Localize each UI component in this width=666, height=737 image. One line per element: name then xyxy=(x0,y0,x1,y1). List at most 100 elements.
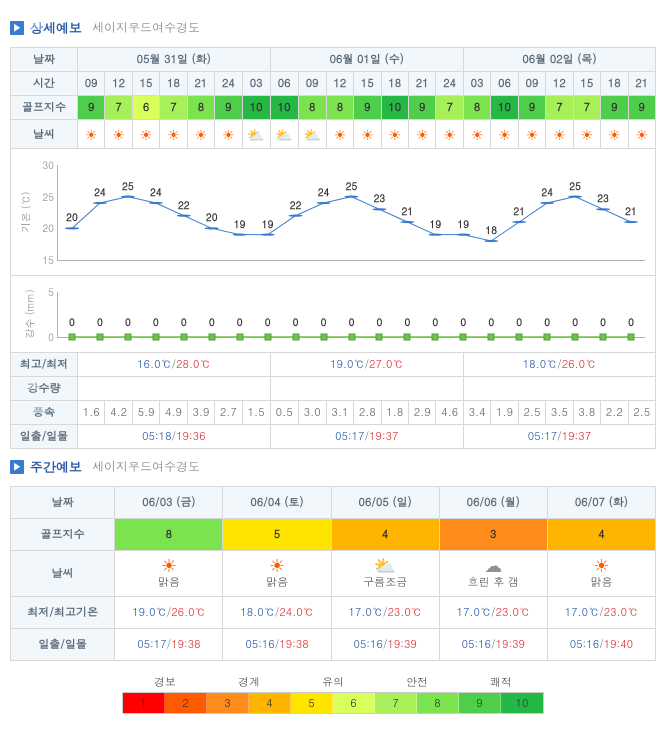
weather-cell: ☀ xyxy=(573,120,600,149)
precip-chart: 강수 (mm) 05000000000000000000000 xyxy=(15,284,651,344)
weekly-sunrise: 05:16 xyxy=(462,637,491,652)
day-0-sunset: 19:36 xyxy=(176,429,205,444)
wind-cell: 3.9 xyxy=(187,401,214,425)
hilo-label-cell: 최고/최저 xyxy=(11,353,78,377)
weekly-temps-cell: 17.0℃/23.0℃ xyxy=(331,597,439,629)
precip-marker xyxy=(404,334,411,341)
precip-value-label: 0 xyxy=(265,315,271,329)
weather-cell: ☀ xyxy=(463,120,490,149)
precip-value-label: 0 xyxy=(349,315,355,329)
golf-cell: 10 xyxy=(242,96,270,120)
weekly-temps-cell: 19.0℃/26.0℃ xyxy=(115,597,223,629)
wind-cell: 1.8 xyxy=(381,401,408,425)
legend-label: 쾌적 xyxy=(459,675,543,690)
weekly-high: 23.0℃ xyxy=(496,605,530,620)
legend-cell: 1 xyxy=(123,693,165,713)
precip-value-label: 0 xyxy=(209,315,215,329)
weekly-low: 17.0℃ xyxy=(348,605,382,620)
wind-cell: 2.9 xyxy=(409,401,436,425)
golf-label-cell: 골프지수 xyxy=(11,96,78,120)
weather-label-cell: 날씨 xyxy=(11,120,78,149)
temp-value-label: 24 xyxy=(318,185,330,199)
precip-value-label: 0 xyxy=(321,315,327,329)
temp-value-label: 25 xyxy=(569,179,581,193)
time-cell: 12 xyxy=(546,72,573,96)
weekly-subtitle: 세이지우드여수경도 xyxy=(92,458,200,475)
weekly-sun-cell: 05:17/19:38 xyxy=(115,629,223,661)
weekly-temps-label: 최저/최고기온 xyxy=(11,597,115,629)
time-cell: 09 xyxy=(77,72,104,96)
golf-cell: 9 xyxy=(354,96,381,120)
weekly-weather-label-text: 흐린 후 갬 xyxy=(468,575,519,590)
wind-cell: 1.6 xyxy=(77,401,104,425)
weekly-golf-label: 골프지수 xyxy=(11,519,115,551)
precip-value-label: 0 xyxy=(97,315,103,329)
wind-cell: 5.9 xyxy=(132,401,159,425)
weekly-high: 24.0℃ xyxy=(279,605,313,620)
weekly-temps-row: 최저/최고기온 19.0℃/26.0℃18.0℃/24.0℃17.0℃/23.0… xyxy=(11,597,656,629)
weather-cell: ☀ xyxy=(354,120,381,149)
time-cell: 21 xyxy=(409,72,436,96)
precip-ytick: 0 xyxy=(30,330,54,344)
weekly-high: 26.0℃ xyxy=(171,605,205,620)
weather-cell: ☀ xyxy=(381,120,408,149)
day-1-high: 27.0℃ xyxy=(369,357,403,372)
weather-cell: ☀ xyxy=(132,120,159,149)
precip-plot-area: 05000000000000000000000 xyxy=(57,292,645,338)
sun-icon: ☀ xyxy=(635,124,648,144)
legend-cell: 10 xyxy=(501,693,543,713)
precip-marker xyxy=(488,334,495,341)
precip-value-label: 0 xyxy=(404,315,410,329)
weather-cell: ⛅ xyxy=(270,120,298,149)
precip-value-label: 0 xyxy=(460,315,466,329)
precip-marker xyxy=(544,334,551,341)
temp-value-label: 24 xyxy=(541,185,553,199)
golf-cell: 7 xyxy=(436,96,463,120)
weekly-weather-cell: ⛅구름조금 xyxy=(331,551,439,597)
precip-marker xyxy=(348,334,355,341)
time-cell: 15 xyxy=(573,72,600,96)
weekly-sun-cell: 05:16/19:39 xyxy=(331,629,439,661)
weekly-golf-cell: 8 xyxy=(115,519,223,551)
time-cell: 09 xyxy=(518,72,545,96)
day-0-label: 05월 31일 (화) xyxy=(77,48,270,72)
weekly-sunrise: 05:17 xyxy=(137,637,166,652)
pcloud-icon: ⛅ xyxy=(303,124,320,144)
weather-row: 날씨 ☀☀☀☀☀☀⛅⛅⛅☀☀☀☀☀☀☀☀☀☀☀☀ xyxy=(11,120,656,149)
rain-label-cell: 강수량 xyxy=(11,377,78,401)
chevron-right-icon: ▶ xyxy=(10,21,24,35)
precip-marker xyxy=(292,334,299,341)
weather-cell: ⛅ xyxy=(242,120,270,149)
legend-label: 안전 xyxy=(375,675,459,690)
pcloud-icon: ⛅ xyxy=(247,124,264,144)
weekly-sunset: 19:39 xyxy=(496,637,525,652)
weekly-temps-cell: 17.0℃/23.0℃ xyxy=(439,597,547,629)
precip-ytick: 5 xyxy=(30,285,54,299)
golf-cell: 9 xyxy=(215,96,242,120)
time-cell: 03 xyxy=(242,72,270,96)
weekly-sunrise: 05:16 xyxy=(353,637,382,652)
weather-cell: ☀ xyxy=(628,120,656,149)
weather-cell: ☀ xyxy=(215,120,242,149)
sun-icon: ☀ xyxy=(117,557,220,575)
precip-chart-row: 강수 (mm) 05000000000000000000000 xyxy=(11,276,656,353)
weekly-table: 날짜 06/03 (금)06/04 (토)06/05 (일)06/06 (월)0… xyxy=(10,486,656,661)
golf-cell: 7 xyxy=(546,96,573,120)
time-cell: 24 xyxy=(436,72,463,96)
temp-ytick: 15 xyxy=(30,253,54,267)
precip-marker xyxy=(376,334,383,341)
sunrise-sunset-row: 일출/일몰 05:18/19:36 05:17/19:37 05:17/19:3… xyxy=(11,425,656,449)
day-2-high: 26.0℃ xyxy=(562,357,596,372)
time-cell: 21 xyxy=(628,72,656,96)
precip-value-label: 0 xyxy=(628,315,634,329)
time-cell: 09 xyxy=(298,72,326,96)
weekly-date-cell: 06/06 (월) xyxy=(439,487,547,519)
sun-icon: ☀ xyxy=(581,124,594,144)
day-2-hilo: 18.0℃/26.0℃ xyxy=(463,353,655,377)
time-cell: 18 xyxy=(381,72,408,96)
weekly-weather-label-text: 맑음 xyxy=(158,575,180,590)
weather-cell: ☀ xyxy=(546,120,573,149)
date-row: 날짜 05월 31일 (화) 06월 01일 (수) 06월 02일 (목) xyxy=(11,48,656,72)
legend-cell: 2 xyxy=(165,693,207,713)
golf-cell: 8 xyxy=(463,96,490,120)
